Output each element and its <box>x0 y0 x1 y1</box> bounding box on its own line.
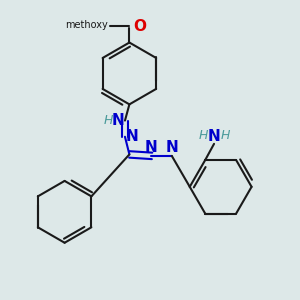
Text: N: N <box>165 140 178 155</box>
Text: N: N <box>144 140 157 155</box>
Text: methoxy: methoxy <box>65 20 108 30</box>
Text: H: H <box>220 128 230 142</box>
Text: N: N <box>126 129 139 144</box>
Text: N: N <box>111 113 124 128</box>
Text: H: H <box>198 128 208 142</box>
Text: O: O <box>133 19 146 34</box>
Text: H: H <box>103 114 112 127</box>
Text: N: N <box>208 129 220 144</box>
